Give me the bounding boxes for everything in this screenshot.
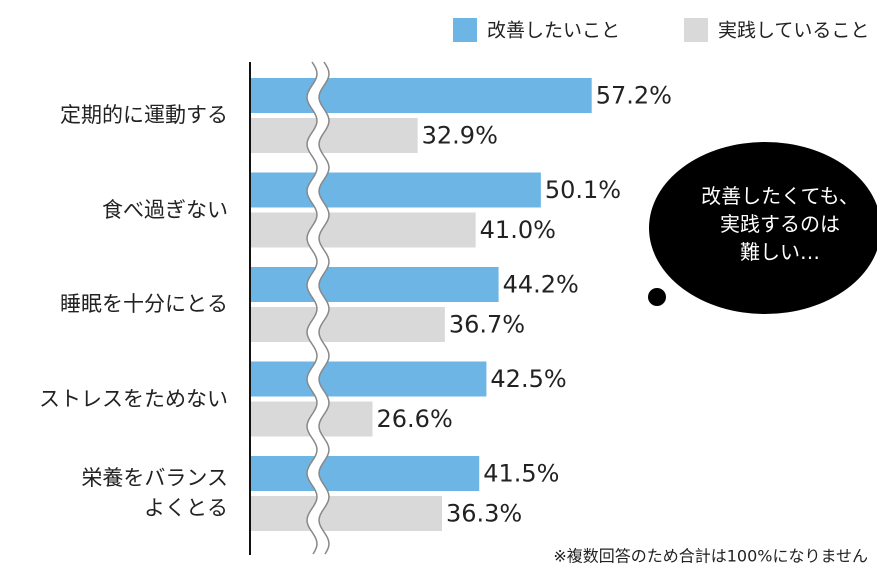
bar: [250, 456, 480, 491]
bar: [250, 267, 499, 302]
value-label: 50.1%: [545, 176, 621, 204]
category-label: 睡眠を十分にとる: [60, 292, 228, 316]
category-label: 食べ過ぎない: [102, 197, 228, 222]
legend-swatch: [684, 18, 708, 42]
value-label: 42.5%: [490, 365, 566, 393]
value-label: 44.2%: [503, 271, 579, 299]
speech-bubble: [649, 142, 877, 314]
bar: [250, 361, 487, 397]
legend-swatch: [453, 18, 477, 42]
value-label: 32.9%: [422, 122, 498, 150]
value-label: 36.7%: [449, 311, 525, 339]
legend-label: 改善したいこと: [487, 20, 620, 42]
bar: [250, 307, 445, 342]
value-label: 26.6%: [377, 405, 453, 433]
category-label: ストレスをためない: [39, 386, 228, 411]
category-label: 栄養をバランス よくとる: [81, 466, 228, 520]
note: ※複数回答のため合計は100%になりません: [553, 547, 868, 566]
axis-break: [307, 62, 329, 555]
bar: [250, 78, 592, 113]
axis-break-line: [318, 61, 330, 555]
axis-break-line: [306, 61, 318, 555]
bar: [250, 212, 476, 248]
annotation: 改善したくても、 実践するのは 難しい…: [701, 184, 859, 264]
bar: [250, 118, 418, 153]
value-label: 36.3%: [446, 500, 522, 528]
bar: [250, 172, 541, 208]
bar: [250, 496, 442, 531]
value-label: 41.0%: [480, 216, 556, 244]
category-label: 定期的に運動する: [60, 103, 228, 127]
legend-label: 実践していること: [718, 20, 869, 42]
bubble-dot: [648, 288, 666, 306]
value-label: 57.2%: [596, 82, 672, 110]
value-label: 41.5%: [483, 460, 559, 488]
